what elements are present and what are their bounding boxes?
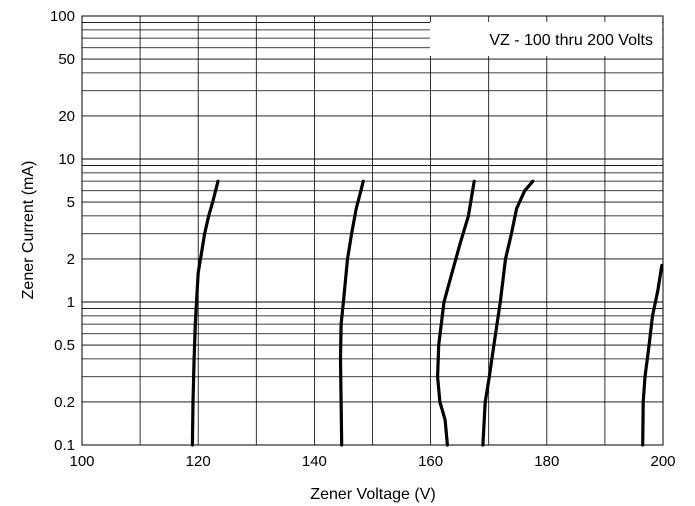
y-tick-label: 1 <box>67 294 75 311</box>
y-tick-label: 20 <box>58 108 75 125</box>
y-tick-label: 5 <box>67 194 75 211</box>
y-tick-label: 10 <box>58 151 75 168</box>
plot-frame <box>81 15 664 446</box>
y-tick-label: 2 <box>67 251 75 268</box>
zener-curve-3 <box>436 179 476 447</box>
grid <box>81 15 664 446</box>
x-tick-label: 160 <box>418 453 443 470</box>
x-tick-label: 180 <box>534 453 559 470</box>
y-tick-label: 0.1 <box>54 437 75 454</box>
tick-labels: 100 120 140 160 180 200 0.1 0.2 0.5 1 2 5 10 20 50 100 <box>50 8 676 470</box>
y-axis-label: Zener Current (mA) <box>20 161 37 300</box>
y-tick-label: 50 <box>58 51 75 68</box>
x-tick-label: 100 <box>69 453 94 470</box>
curves <box>190 179 664 447</box>
zener-curve-2 <box>338 179 365 447</box>
zener-curve-1 <box>190 179 220 447</box>
x-tick-label: 140 <box>302 453 327 470</box>
zener-curve-5 <box>641 263 664 447</box>
x-tick-label: 200 <box>650 453 675 470</box>
x-tick-label: 120 <box>186 453 211 470</box>
x-axis-label: Zener Voltage (V) <box>310 486 435 503</box>
y-tick-label: 0.2 <box>54 394 75 411</box>
y-tick-label: 100 <box>50 8 75 25</box>
annotation: VZ - 100 thru 200 Volts <box>489 32 653 49</box>
y-tick-label: 0.5 <box>54 337 75 354</box>
zener-curve-4 <box>481 179 535 447</box>
annotation-box <box>430 22 662 56</box>
